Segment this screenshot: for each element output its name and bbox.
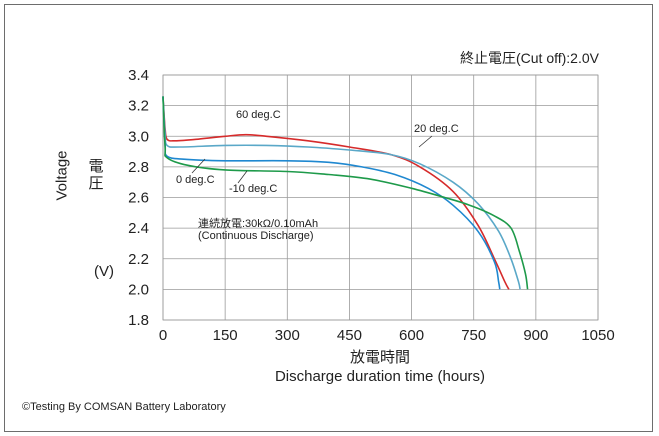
y-tick-label: 3.0	[128, 128, 149, 145]
x-tick-label: 0	[159, 327, 167, 344]
series-lines	[162, 96, 529, 290]
y-tick-label: 3.4	[128, 67, 149, 84]
series-label-m10: -10 deg.C	[229, 183, 278, 195]
tick-labels: 0 150 300 450 600 750 900 1050 1.8 2.0 2.2 2.4 2.6 2.…	[128, 67, 615, 344]
grid-lines	[162, 74, 599, 321]
pointer-m10	[237, 170, 248, 184]
series-label-60: 60 deg.C	[236, 109, 281, 121]
y-tick-label: 1.8	[128, 312, 149, 329]
series-line-0	[162, 96, 510, 290]
y-tick-label: 2.0	[128, 281, 149, 298]
x-tick-label: 1050	[581, 327, 614, 344]
y-tick-label: 2.2	[128, 251, 149, 268]
x-tick-label: 900	[523, 327, 548, 344]
x-tick-label: 300	[275, 327, 300, 344]
y-axis-unit: (V)	[94, 263, 114, 280]
series-label-0: 0 deg.C	[176, 174, 215, 186]
condition-note-zh: 連続放電:30kΩ/0.10mAh	[198, 218, 319, 230]
annotation-pointers	[191, 135, 433, 184]
pointer-0	[191, 158, 206, 174]
y-tick-label: 3.2	[128, 98, 149, 115]
y-tick-label: 2.6	[128, 190, 149, 207]
plot-border	[162, 74, 599, 321]
x-axis-label-en: Discharge duration time (hours)	[274, 368, 486, 385]
series-line-2	[162, 96, 501, 290]
series-label-20: 20 deg.C	[414, 123, 459, 135]
cutoff-note: 終止電圧(Cut off):2.0V	[459, 50, 599, 66]
x-tick-label: 750	[461, 327, 486, 344]
y-axis-label-zh: 電圧	[88, 158, 104, 192]
y-axis-label-en: Voltage	[53, 150, 71, 201]
pointer-20	[418, 135, 433, 148]
series-line-1	[162, 96, 521, 290]
x-tick-label: 450	[337, 327, 362, 344]
chart-frame	[4, 4, 653, 432]
x-tick-label: 600	[399, 327, 424, 344]
series-line-3	[162, 96, 529, 290]
x-tick-label: 150	[213, 327, 238, 344]
x-axis-label-zh: 放電時間	[349, 349, 410, 366]
y-tick-label: 2.8	[128, 159, 149, 176]
condition-note-en: (Continuous Discharge)	[198, 230, 314, 242]
y-tick-label: 2.4	[128, 220, 149, 237]
copyright-note: ©Testing By COMSAN Battery Laboratory	[22, 401, 226, 413]
